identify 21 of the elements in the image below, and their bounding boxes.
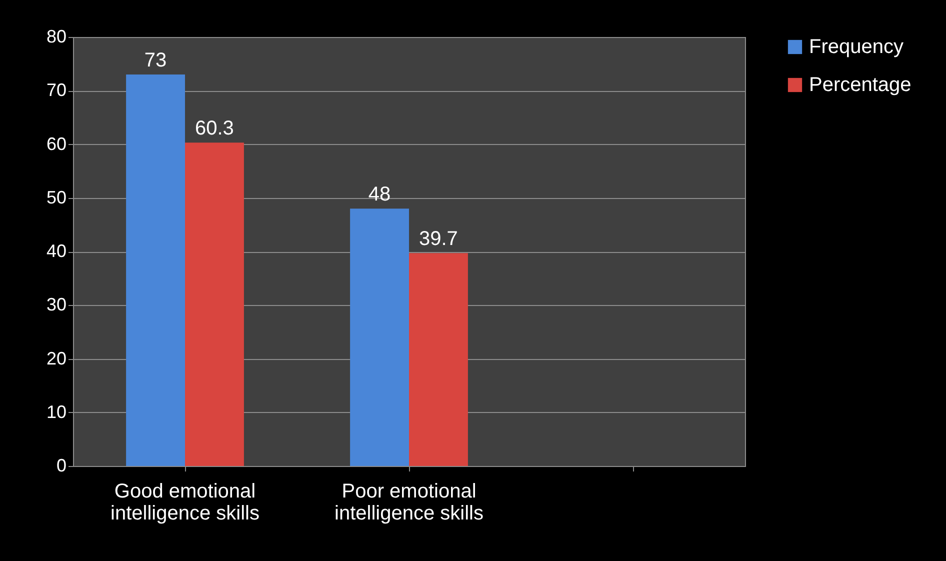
bar	[126, 74, 185, 466]
data-label: 60.3	[195, 118, 234, 140]
x-tick-label: Good emotional intelligence skills	[110, 480, 260, 524]
data-label: 48	[368, 184, 391, 206]
y-tick-label: 50	[46, 187, 66, 208]
y-tick-label: 70	[46, 80, 66, 100]
data-label: 39.7	[419, 228, 458, 250]
bar	[409, 253, 468, 466]
data-label: 73	[144, 50, 167, 72]
legend-label: Percentage	[809, 74, 912, 96]
bar	[185, 142, 244, 466]
y-tick-label: 10	[46, 402, 66, 422]
legend-label: Frequency	[809, 36, 904, 58]
bar	[350, 208, 409, 466]
y-tick-label: 0	[56, 456, 66, 476]
y-tick-label: 20	[46, 348, 66, 368]
y-tick-label: 80	[46, 26, 66, 46]
x-tick-label: Poor emotional intelligence skills	[334, 480, 484, 524]
y-tick-label: 60	[46, 134, 66, 154]
y-tick-label: 40	[46, 241, 66, 261]
y-tick-label: 30	[46, 294, 66, 315]
